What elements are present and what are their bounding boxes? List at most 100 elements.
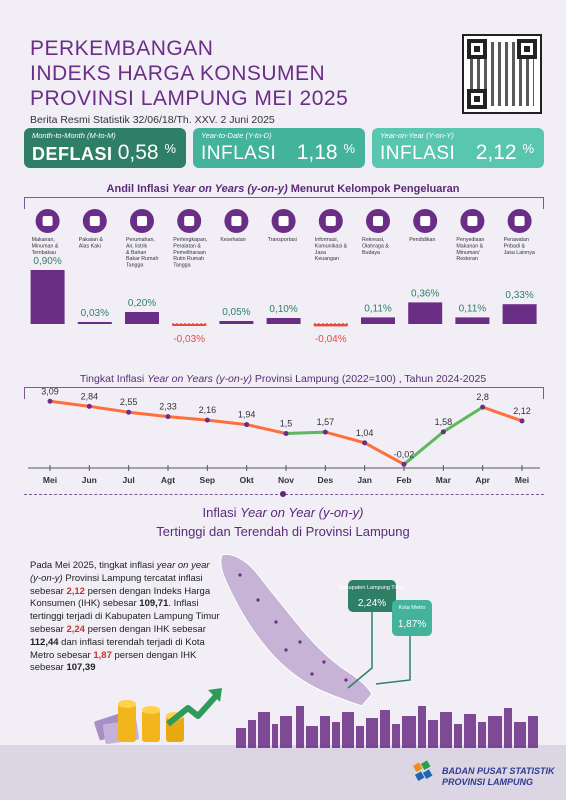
mtm-value-wrap: 0,58 % — [118, 141, 176, 165]
ytd-label: Year-to-Date (Y-to-D) — [201, 131, 272, 140]
line-section-bracket — [24, 387, 544, 399]
line-segment — [481, 405, 524, 423]
sports-icon — [366, 209, 390, 233]
bar-value-label: 0,36% — [411, 288, 439, 299]
para-p7: dan inflasi terendah terjadi di Kota Met… — [30, 636, 205, 661]
category-label: Rekreasi, Olahraga & Budaya — [362, 237, 389, 256]
line-value-label: 1,58 — [435, 417, 453, 427]
growth-arrow-icon — [166, 693, 219, 727]
x-tick-label: Apr — [475, 475, 490, 485]
callout-box-metro — [392, 600, 432, 636]
bar-value-label: -0,03% — [173, 334, 205, 345]
line-value-label: 2,16 — [199, 405, 217, 415]
map-heading-line-1: Inflasi Year on Year (y-on-y) — [0, 505, 566, 520]
para-p1: Pada Mei 2025, tingkat inflasi — [30, 560, 157, 571]
bar-value-label: 0,10% — [269, 304, 297, 315]
para-v3: 2,24 — [66, 623, 85, 635]
callout-name-lamtim: Kabupaten Lampung Timur — [339, 585, 406, 591]
x-tick-label: Jan — [357, 475, 372, 485]
category-label: Perlengkapan, Peralatan & Pemeliharaan Ruti… — [173, 237, 207, 269]
line-point — [322, 429, 328, 435]
x-tick-label: Feb — [396, 475, 411, 485]
mtm-kind: DEFLASI — [32, 144, 113, 164]
callout-name-metro: Kota Metro — [399, 605, 426, 611]
line-value-label: 1,94 — [238, 410, 256, 420]
chef-icon — [460, 209, 485, 233]
line-segment — [245, 423, 288, 435]
category-label: Pendidikan — [409, 237, 435, 243]
x-tick-label: Des — [318, 475, 334, 485]
category-label: Kesehatan — [220, 237, 245, 243]
mtm-card: Month-to-Month (M-to-M) DEFLASI 0,58 % — [24, 128, 186, 168]
para-p4: persen dengan Indeks Harga Konsumen (IHK… — [30, 585, 211, 610]
bar — [266, 318, 301, 324]
category-label: Informasi, Komunikasi & Jasa Keuangan — [315, 237, 348, 262]
para-v4: 112,44 — [30, 636, 59, 648]
yoy-kind: INFLASI — [380, 143, 456, 164]
household-equipment-icon — [177, 209, 202, 233]
clothing-icon — [82, 209, 107, 233]
bps-logo-text: BADAN PUSAT STATISTIK PROVINSI LAMPUNG — [442, 766, 555, 788]
line-value-label: 2,12 — [513, 406, 531, 416]
food-icon — [35, 209, 60, 233]
callout-box-lamtim — [348, 580, 396, 612]
tools-icon — [507, 209, 532, 233]
line-value-label: 1,57 — [317, 417, 335, 427]
growth-arrow-head — [208, 688, 222, 702]
yoy-card: Year-on-Year (Y-on-Y) INFLASI 2,12 % — [372, 128, 544, 168]
page-title: PERKEMBANGAN INDEKS HARGA KONSUMEN PROVI… — [30, 36, 348, 111]
bar-value-label: 0,20% — [128, 298, 156, 309]
ytd-pct: % — [343, 141, 355, 156]
line-point — [86, 403, 92, 409]
line-value-label: 2,55 — [120, 397, 138, 407]
line-value-label: -0,02 — [394, 449, 415, 459]
callout-line-lamtim — [347, 612, 373, 689]
bar — [408, 302, 443, 324]
qr-code-icon[interactable] — [462, 34, 542, 114]
category-label: Pakaian & Alas Kaki — [79, 237, 104, 249]
category-label: Perawatan Pribadi & Jasa Lainnya — [504, 237, 535, 256]
ytd-kind: INFLASI — [201, 143, 277, 164]
qr-finder-top-left — [467, 39, 487, 59]
category-label: Perumahan, Air, listrik & Bahan Bakar Rumah… — [126, 237, 158, 269]
line-segment — [205, 418, 249, 427]
callout-value-metro: 1,87% — [398, 619, 426, 630]
org-line-2: PROVINSI LAMPUNG — [442, 777, 534, 787]
map-heading-pre: Inflasi — [202, 505, 241, 520]
bar-heading-post: Menurut Kelompok Pengeluaran — [287, 183, 460, 195]
bar-chart-heading: Andil Inflasi Year on Years (y-on-y) Men… — [0, 183, 566, 195]
health-kit-icon — [224, 209, 249, 233]
title-line-1: PERKEMBANGAN — [30, 37, 214, 60]
para-p3: Provinsi Lampung tercatat inflasi sebesa… — [30, 572, 203, 597]
para-v5: 1,87 — [93, 649, 112, 661]
line-point — [480, 404, 486, 410]
line-segment — [87, 404, 131, 414]
release-subtitle: Berita Resmi Statistik 32/06/18/Th. XXV.… — [30, 114, 275, 126]
summary-paragraph: Pada Mei 2025, tingkat inflasi year on y… — [30, 560, 220, 675]
mtm-value: 0,58 — [117, 141, 159, 164]
smartphone-icon — [318, 209, 343, 233]
ytd-value: 1,18 — [296, 141, 338, 164]
divider-dot — [280, 491, 286, 497]
ytd-card: Year-to-Date (Y-to-D) INFLASI 1,18 % — [193, 128, 365, 168]
ytd-value-wrap: 1,18 % — [297, 141, 355, 165]
line-heading-italic: Year on Years (y-on-y) — [147, 373, 252, 385]
bar — [125, 312, 159, 324]
bar-value-label: 0,11% — [364, 303, 392, 314]
line-heading-post: Provinsi Lampung (2022=100) , Tahun 2024… — [251, 373, 487, 385]
line-value-label: 2,84 — [81, 391, 99, 401]
bar-heading-pre: Andil Inflasi — [106, 183, 172, 195]
para-p5: . Inflasi tertinggi terjadi di Kabupaten… — [30, 598, 220, 635]
bar-section-bracket — [24, 197, 544, 209]
para-v1: 2,12 — [66, 585, 85, 597]
bar-value-label: 0,05% — [222, 307, 250, 318]
bar-value-label: -0,04% — [315, 334, 347, 345]
para-p2: year on year (y-on-y) — [30, 560, 210, 584]
x-tick-label: Mei — [515, 475, 529, 485]
callout-line-metro — [375, 636, 411, 685]
line-value-label: 3,09 — [41, 386, 59, 396]
bar-value-label: 0,11% — [459, 303, 487, 314]
callout-value-lamtim: 2,24% — [358, 598, 386, 609]
